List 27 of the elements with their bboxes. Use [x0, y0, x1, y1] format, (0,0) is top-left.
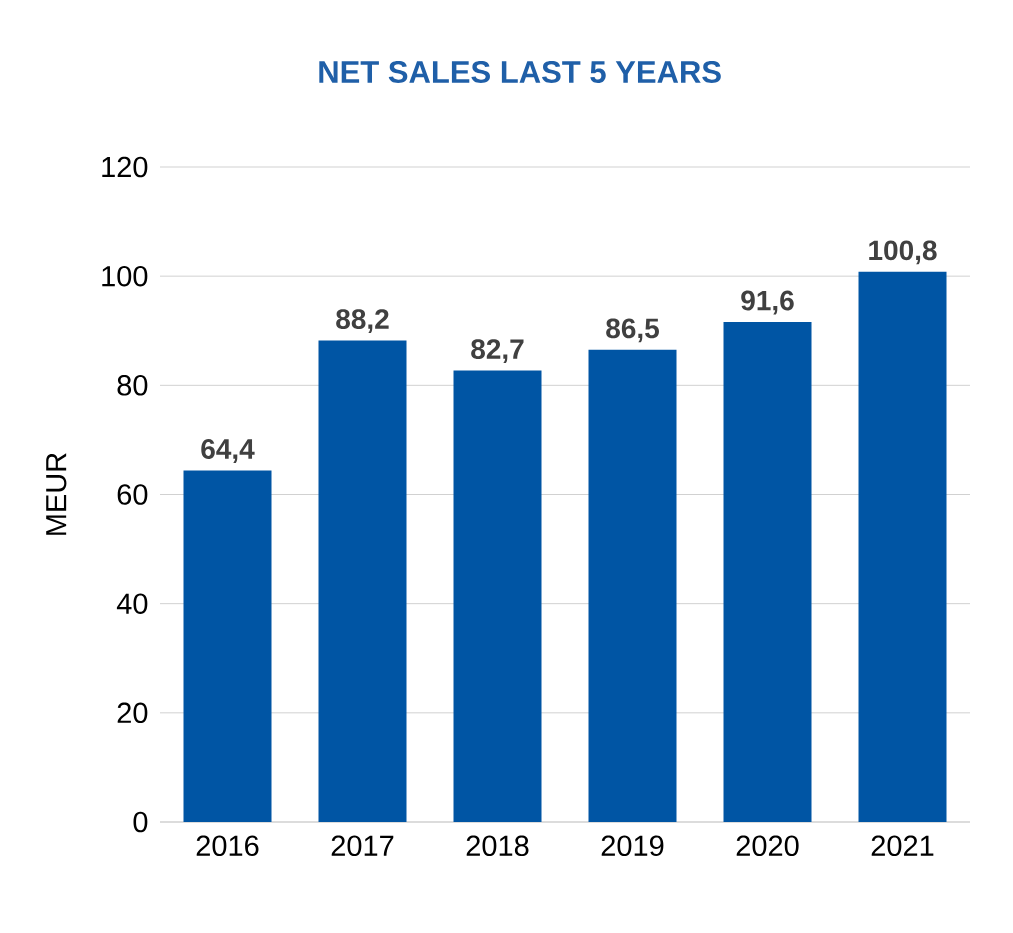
data-label: 64,4	[201, 439, 255, 463]
y-tick-label: 60	[117, 484, 148, 505]
y-tick-label: 120	[102, 156, 148, 178]
x-tick-label: 2017	[331, 835, 394, 857]
x-tick-label: 2020	[736, 835, 799, 857]
y-axis-title: MEUR	[46, 453, 67, 535]
y-tick-label: 40	[116, 593, 148, 614]
data-label: 82,7	[471, 339, 524, 364]
data-label: 86,5	[606, 318, 659, 343]
bar	[858, 271, 947, 822]
x-tick-label: 2021	[871, 835, 934, 857]
bar	[183, 470, 272, 822]
y-tick-label: 80	[117, 375, 148, 396]
x-tick-label: 2018	[466, 835, 529, 857]
bar	[318, 340, 407, 822]
chart-title: NET SALES LAST 5 YEARS	[319, 61, 721, 83]
bar	[723, 322, 812, 822]
x-tick-label: 2016	[196, 835, 259, 857]
x-tick-label: 2019	[601, 835, 664, 857]
data-label: 88,2	[336, 309, 389, 334]
data-label: 100,8	[869, 240, 937, 265]
bar	[588, 349, 677, 822]
bar	[453, 370, 542, 822]
y-tick-label: 20	[117, 702, 148, 724]
y-tick-label: 0	[133, 811, 148, 833]
y-tick-label: 100	[102, 265, 148, 287]
data-label: 91,6	[741, 290, 794, 315]
